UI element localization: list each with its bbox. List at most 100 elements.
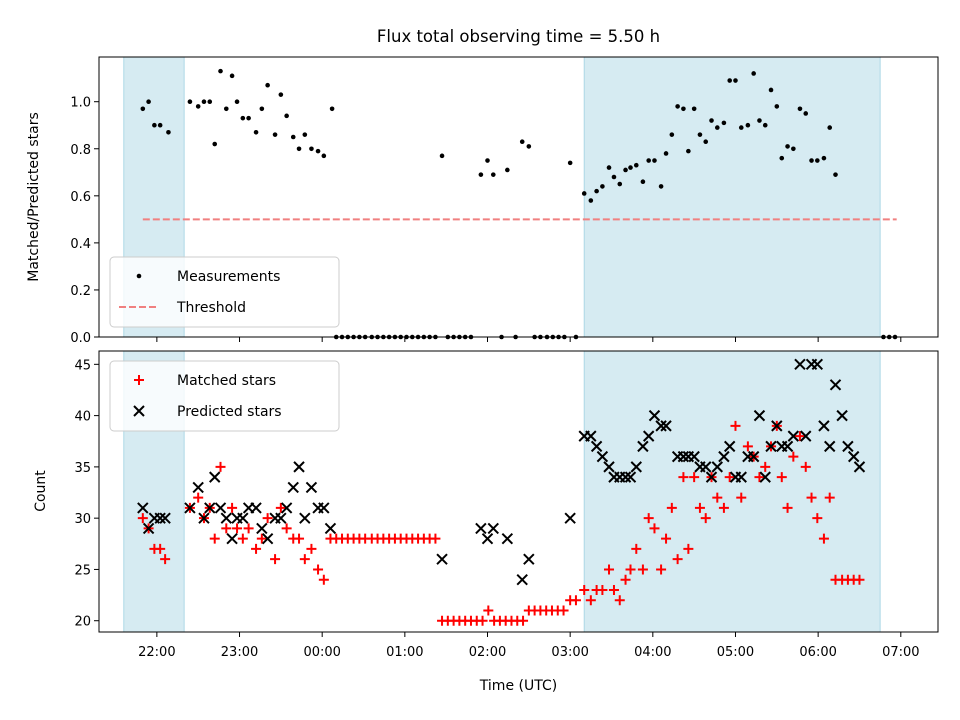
y-tick-label: 20	[74, 615, 91, 630]
predicted-stars-point	[564, 512, 576, 524]
predicted-stars-point	[436, 553, 448, 565]
matched-stars-point	[794, 431, 805, 442]
measurements-point	[600, 184, 605, 189]
predicted-stars-point	[192, 481, 204, 494]
measurements-point	[791, 146, 796, 152]
measurements-point	[727, 78, 732, 83]
matched-stars-point	[518, 615, 529, 626]
measurements-point	[757, 118, 762, 123]
predicted-stars-point	[619, 471, 632, 483]
measurements-point	[779, 155, 785, 161]
measurements-point	[278, 92, 284, 97]
x-tick-label: 01:00	[386, 645, 423, 660]
predicted-stars-point	[585, 430, 597, 442]
matched-stars-point	[275, 502, 286, 513]
measurements-point	[646, 158, 651, 163]
predicted-stars-point	[648, 409, 661, 422]
legend-threshold-label: Threshold	[176, 300, 246, 316]
measurements-point	[827, 125, 833, 130]
matched-stars-point	[760, 461, 771, 472]
measurements-point	[223, 106, 229, 112]
predicted-stars-point	[204, 502, 216, 514]
predicted-stars-point	[137, 502, 149, 514]
measurements-point	[714, 125, 720, 130]
legend-predicted-stars-label: Predicted stars	[177, 404, 282, 420]
predicted-stars-point	[523, 553, 535, 565]
measurements-point	[201, 99, 207, 105]
measurements-point	[675, 104, 680, 109]
matched-stars-point	[614, 595, 625, 606]
measurements-point	[681, 106, 686, 112]
measurements-point	[606, 165, 612, 170]
y-tick-label: 0.2	[70, 284, 91, 299]
predicted-stars-point	[475, 522, 487, 535]
matched-stars-point	[251, 543, 262, 554]
measurements-point	[259, 106, 265, 112]
measurements-point	[611, 174, 617, 180]
measurements-point	[703, 139, 709, 145]
predicted-stars-point	[787, 430, 800, 442]
matched-stars-point	[232, 523, 243, 534]
predicted-stars-point	[275, 512, 287, 524]
measurements-point	[663, 151, 669, 156]
predicted-stars-point	[287, 481, 299, 494]
matched-stars-point	[281, 523, 292, 534]
top-y-ticks: 0.0 0.2 0.4 0.6 0.8 1.0	[70, 96, 99, 346]
predicted-stars-point	[824, 440, 836, 453]
matched-stars-point	[782, 502, 793, 513]
y-tick-label: 1.0	[70, 96, 91, 111]
matched-stars-point	[585, 595, 596, 606]
matched-stars-point	[672, 554, 683, 565]
predicted-stars-point	[655, 420, 667, 432]
matched-stars-point	[800, 461, 811, 472]
x-tick-label: 02:00	[469, 645, 506, 660]
predicted-stars-point	[214, 502, 227, 514]
matched-stars-point	[477, 615, 488, 626]
matched-stars-point	[625, 564, 636, 575]
matched-stars-point	[854, 574, 865, 585]
matched-stars-point	[824, 492, 835, 503]
matched-stars-point	[160, 554, 171, 565]
predicted-stars-point	[637, 440, 649, 453]
predicted-stars-point	[842, 440, 854, 453]
predicted-stars-point	[487, 522, 499, 535]
legend-matched-stars-label: Matched stars	[177, 373, 276, 389]
predicted-stars-point	[723, 440, 736, 453]
measurements-point	[567, 160, 573, 166]
top-panel-ratio: 0.0 0.2 0.4 0.6 0.8 1.0 Matched/Predicted sta…	[26, 56, 939, 346]
matched-stars-point	[318, 574, 329, 585]
y-tick-label: 0.0	[70, 331, 91, 346]
measurements-point	[321, 153, 327, 159]
matched-stars-point	[137, 513, 148, 524]
measurements-point	[652, 158, 657, 163]
predicted-stars-point	[220, 512, 233, 524]
shaded-interval	[583, 56, 881, 338]
predicted-stars-point	[154, 512, 166, 524]
x-tick-label: 04:00	[634, 645, 671, 660]
matched-stars-point	[666, 502, 677, 513]
measurements-point	[166, 129, 171, 135]
predicted-stars-point	[735, 471, 747, 483]
measurements-point	[284, 113, 289, 119]
x-axis-label: Time (UTC)	[479, 678, 557, 694]
predicted-stars-point	[759, 471, 771, 483]
measurements-point	[296, 146, 302, 152]
y-tick-label: 0.4	[70, 237, 91, 252]
matched-stars-point	[620, 574, 631, 585]
y-tick-label: 35	[74, 461, 91, 476]
predicted-stars-point	[142, 522, 155, 535]
top-x-ticks	[156, 337, 902, 342]
matched-stars-point	[306, 543, 317, 554]
legend-matched-stars-marker	[134, 375, 144, 385]
x-tick-label: 05:00	[717, 645, 754, 660]
measurements-point	[240, 115, 246, 121]
predicted-stars-point	[624, 471, 637, 483]
predicted-stars-point	[237, 512, 249, 524]
measurements-point	[762, 122, 768, 128]
predicted-stars-point	[280, 502, 293, 514]
matched-stars-point	[643, 513, 654, 524]
matched-stars-point	[313, 564, 324, 575]
predicted-stars-point	[184, 502, 196, 514]
predicted-stars-point	[660, 420, 672, 432]
y-tick-label: 0.6	[70, 190, 91, 205]
